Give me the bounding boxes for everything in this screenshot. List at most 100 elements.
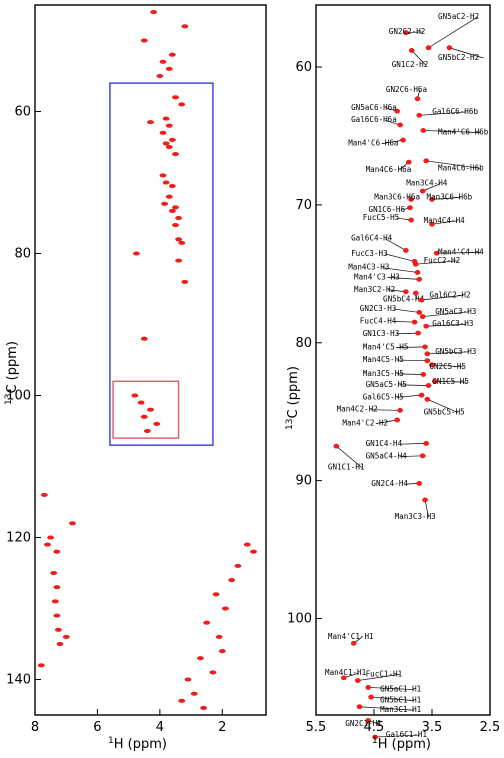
peak-leader-line (396, 359, 428, 362)
peak-label: Man3C1-H1 (380, 705, 422, 714)
peak-label: FucC4-H4 (360, 316, 397, 325)
peak-label: FucC3-H3 (351, 249, 388, 258)
peak-label: Man3C6-H6b (427, 192, 473, 201)
peak-marker (341, 675, 347, 681)
peak-label: GN2C1-H1 (345, 719, 382, 728)
peak-marker (181, 24, 189, 29)
peak-marker (250, 549, 257, 554)
peak-label: GN5aC1-H1 (380, 685, 422, 694)
peak-label: Man3C4-H4 (406, 179, 448, 188)
peak-label: Man4C4-H4 (424, 216, 466, 225)
peak-marker (416, 112, 423, 118)
peak-marker (418, 392, 425, 398)
peak-marker (425, 383, 432, 388)
full-y-axis-label: 13C (ppm) (4, 341, 20, 405)
peak-label: Man4C6-H6b (438, 163, 484, 172)
peak-label: Man4'C2-H2 (342, 418, 388, 427)
peak-marker (168, 184, 176, 189)
peak-marker (147, 120, 154, 125)
peak-leader-line (393, 321, 415, 323)
peak-label: FucC2-H2 (424, 256, 461, 265)
peak-marker (429, 362, 435, 368)
peak-label: Gal6C2-H2 (429, 290, 470, 299)
peak-marker (69, 521, 76, 526)
peak-marker (162, 180, 170, 185)
peak-marker (203, 620, 211, 625)
peak-marker (62, 634, 70, 639)
peak-marker (429, 196, 435, 202)
peak-marker (56, 642, 64, 647)
peak-marker (365, 718, 372, 723)
peak-leader-line (370, 409, 401, 411)
peak-label: Gal6C6-H6a (351, 115, 397, 124)
peak-leader-line (434, 381, 467, 383)
y-tick-label: 80 (14, 247, 31, 262)
peak-marker (394, 108, 401, 114)
peak-leader-line (431, 364, 464, 368)
peak-label: GN1C2-H2 (392, 60, 429, 69)
peak-marker (172, 223, 179, 228)
full-spectrum-frame (34, 4, 267, 716)
peak-marker (165, 66, 173, 71)
zoom-x-axis-label: 1H (ppm) (372, 736, 431, 752)
x-tick-label: 3.5 (422, 720, 443, 735)
y-tick-label: 70 (295, 198, 312, 213)
peak-marker (218, 649, 226, 654)
peak-marker (403, 30, 409, 35)
peak-label: GN2C6-H6a (386, 85, 427, 94)
peak-label: Man4C6-H6a (366, 165, 412, 174)
peak-label: Gal6C3-H3 (432, 319, 473, 328)
peak-marker (44, 542, 51, 547)
peak-leader-line (422, 183, 441, 192)
peak-marker (197, 656, 204, 661)
peak-marker (416, 310, 423, 315)
peak-leader-line (423, 130, 481, 133)
peak-label: GN5bC2-H2 (438, 53, 479, 62)
y-tick-label: 120 (6, 531, 31, 546)
anomeric-zoom-panel: GN5aC2-H2 GN2C2-H2 GN1C2-H2 GN5bC2-H2 GN2C6-… (285, 4, 501, 752)
peak-marker (168, 208, 176, 213)
x-tick-label: 2 (218, 720, 226, 735)
peak-marker (405, 159, 412, 165)
peak-marker (408, 217, 414, 223)
peak-marker (143, 429, 151, 434)
peak-marker (181, 279, 189, 284)
peak-label: GN5bC3-H3 (435, 347, 476, 356)
peak-label: Gal6C5-H5 (363, 392, 404, 401)
peak-label: GN2C5-H5 (429, 362, 466, 371)
peak-marker (150, 10, 158, 15)
peak-marker (422, 344, 428, 350)
zoom-frame (315, 4, 491, 716)
peak-marker (423, 441, 430, 446)
peak-marker (159, 173, 167, 178)
peak-marker (190, 691, 198, 696)
peak-label: GN5bC5-H5 (424, 407, 465, 416)
x-tick-label: 2.5 (480, 720, 501, 735)
peak-marker (372, 734, 378, 740)
peak-leader-line (426, 323, 467, 327)
peak-leader-line (421, 294, 464, 301)
highlight-region-2 (112, 380, 180, 439)
peak-label: Man4'C1-H1 (328, 632, 374, 641)
peak-marker (53, 549, 61, 554)
peak-marker (175, 258, 182, 263)
peak-marker (168, 137, 176, 142)
peak-marker (432, 378, 438, 384)
peak-marker (178, 698, 186, 703)
peak-leader-line (424, 499, 429, 518)
peak-leader-line (396, 373, 424, 375)
peak-marker (165, 194, 173, 199)
peak-leader-line (411, 50, 426, 66)
peak-leader-line (399, 384, 429, 386)
peak-marker (397, 122, 403, 128)
peak-marker (424, 358, 431, 364)
peak-leader-line (371, 696, 415, 701)
peak-marker (159, 130, 167, 135)
peak-marker (47, 535, 55, 540)
peak-marker (419, 314, 426, 319)
peak-marker (423, 158, 430, 164)
peak-leader-line (427, 351, 470, 355)
peak-leader-line (376, 419, 398, 424)
peak-label: GN1C5-H5 (432, 377, 469, 386)
